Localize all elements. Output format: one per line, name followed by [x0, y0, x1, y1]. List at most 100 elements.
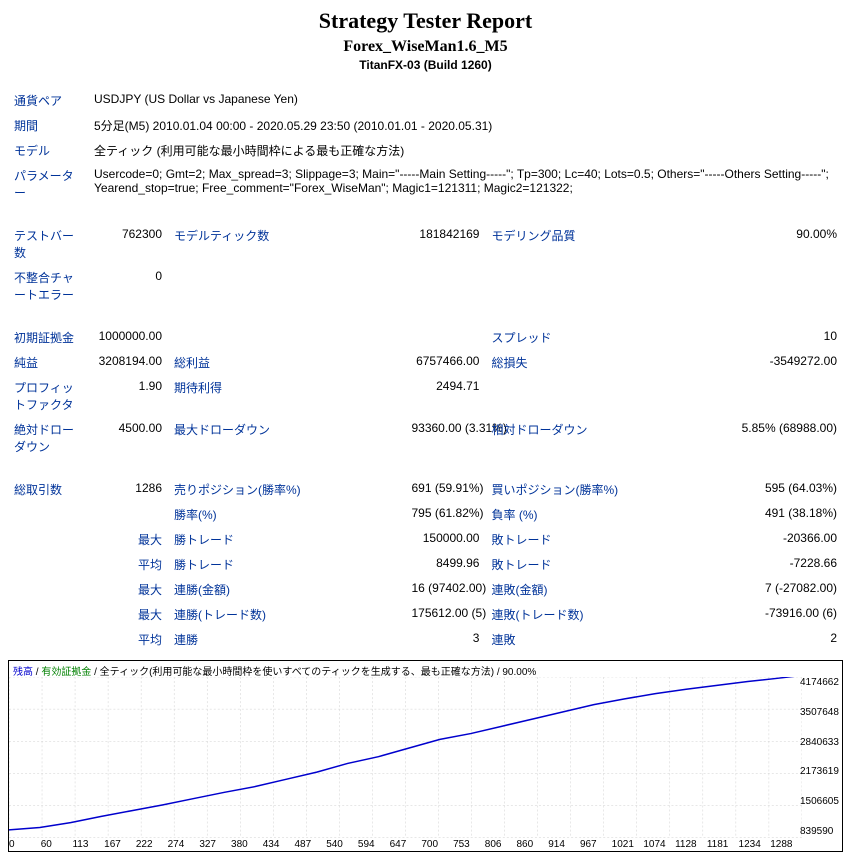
xlabel: 1128 [675, 839, 707, 851]
losstrade-avg: -7228.66 [723, 552, 843, 577]
grossloss-label: 総損失 [485, 350, 722, 375]
xlabel: 753 [453, 839, 485, 851]
conswin-cnt: 175612.00 (5) [405, 602, 485, 627]
total-value: 1286 [88, 477, 168, 502]
chart-legend: 残高 / 有効証拠金 / 全ティック(利用可能な最小時間枠を使いすべてのティック… [13, 663, 536, 678]
expected-label: 期待利得 [168, 375, 405, 417]
ylabel: 4174662 [800, 677, 840, 688]
xlabel: 647 [390, 839, 422, 851]
win-label: 勝率(%) [168, 502, 405, 527]
xlabel: 806 [485, 839, 517, 851]
win-value: 795 (61.82%) [405, 502, 485, 527]
mismatch-value: 0 [88, 265, 168, 307]
pair-label: 通貨ペア [8, 88, 88, 113]
conswin-amt: 16 (97402.00) [405, 577, 485, 602]
balance-chart: 残高 / 有効証拠金 / 全ティック(利用可能な最小時間枠を使いすべてのティック… [8, 660, 843, 852]
pair-value: USDJPY (US Dollar vs Japanese Yen) [88, 88, 843, 113]
xlabel: 327 [199, 839, 231, 851]
mismatch-label: 不整合チャートエラー [8, 265, 88, 307]
netprofit-label: 純益 [8, 350, 88, 375]
wintrade-max: 150000.00 [405, 527, 485, 552]
deposit-value: 1000000.00 [88, 325, 168, 350]
spread-value: 10 [723, 325, 843, 350]
ticks-label: モデルティック数 [168, 223, 405, 265]
reldd-label: 相対ドローダウン [485, 417, 722, 459]
info-table: 通貨ペアUSDJPY (US Dollar vs Japanese Yen) 期… [8, 88, 843, 652]
report-subtitle: Forex_WiseMan1.6_M5 [8, 38, 843, 56]
ylabel: 839590 [800, 826, 840, 837]
netprofit-value: 3208194.00 [88, 350, 168, 375]
period-value: 5分足(M5) 2010.01.04 00:00 - 2020.05.29 23… [88, 113, 843, 138]
short-value: 691 (59.91%) [405, 477, 485, 502]
avg-prefix-2: 平均 [88, 627, 168, 652]
chart-svg [9, 677, 802, 838]
max-prefix-3: 最大 [88, 602, 168, 627]
xlabel: 1181 [707, 839, 739, 851]
ticks-value: 181842169 [405, 223, 485, 265]
xlabel: 434 [263, 839, 295, 851]
xlabel: 167 [104, 839, 136, 851]
report-build: TitanFX-03 (Build 1260) [8, 58, 843, 72]
chart-ylabels: 4174662 3507648 2840633 2173619 1506605 83959… [800, 677, 840, 837]
xlabel: 1234 [739, 839, 771, 851]
conswin-amt-label: 連勝(金額) [168, 577, 405, 602]
consloss-amt: 7 (-27082.00) [723, 577, 843, 602]
conswin-cnt-label: 連勝(トレード数) [168, 602, 405, 627]
xlabel: 860 [517, 839, 549, 851]
avgcons-win-label: 連勝 [168, 627, 405, 652]
wintrade-label: 勝トレード [168, 527, 405, 552]
quality-value: 90.00% [723, 223, 843, 265]
spread-label: スプレッド [485, 325, 722, 350]
consloss-cnt: -73916.00 (6) [723, 602, 843, 627]
avgcons-loss: 2 [723, 627, 843, 652]
consloss-amt-label: 連敗(金額) [485, 577, 722, 602]
pf-label: プロフィットファクタ [8, 375, 88, 417]
xlabel: 700 [421, 839, 453, 851]
period-label: 期間 [8, 113, 88, 138]
absdd-label: 絶対ドローダウン [8, 417, 88, 459]
total-label: 総取引数 [8, 477, 88, 502]
losstrade-label: 敗トレード [485, 527, 722, 552]
report-title: Strategy Tester Report [8, 8, 843, 34]
loss-value: 491 (38.18%) [723, 502, 843, 527]
wintrade-label2: 勝トレード [168, 552, 405, 577]
expected-value: 2494.71 [405, 375, 485, 417]
report-header: Strategy Tester Report Forex_WiseMan1.6_… [8, 8, 843, 72]
max-prefix-1: 最大 [88, 527, 168, 552]
ylabel: 1506605 [800, 796, 840, 807]
xlabel: 274 [168, 839, 200, 851]
xlabel: 60 [41, 839, 73, 851]
xlabel: 113 [72, 839, 104, 851]
ylabel: 3507648 [800, 707, 840, 718]
xlabel: 914 [548, 839, 580, 851]
pf-value: 1.90 [88, 375, 168, 417]
xlabel: 594 [358, 839, 390, 851]
consloss-cnt-label: 連敗(トレード数) [485, 602, 722, 627]
param-label: パラメーター [8, 163, 88, 205]
absdd-value: 4500.00 [88, 417, 168, 459]
long-label: 買いポジション(勝率%) [485, 477, 722, 502]
long-value: 595 (64.03%) [723, 477, 843, 502]
xlabel: 967 [580, 839, 612, 851]
model-value: 全ティック (利用可能な最小時間枠による最も正確な方法) [88, 138, 843, 163]
xlabel: 222 [136, 839, 168, 851]
xlabel: 487 [294, 839, 326, 851]
xlabel: 380 [231, 839, 263, 851]
wintrade-avg: 8499.96 [405, 552, 485, 577]
maxdd-label: 最大ドローダウン [168, 417, 405, 459]
reldd-value: 5.85% (68988.00) [723, 417, 843, 459]
losstrade-label2: 敗トレード [485, 552, 722, 577]
ylabel: 2173619 [800, 766, 840, 777]
deposit-label: 初期証拠金 [8, 325, 88, 350]
loss-label: 負率 (%) [485, 502, 722, 527]
ylabel: 2840633 [800, 737, 840, 748]
grossloss-value: -3549272.00 [723, 350, 843, 375]
bars-label: テストバー数 [8, 223, 88, 265]
xlabel: 0 [9, 839, 41, 851]
avgcons-loss-label: 連敗 [485, 627, 722, 652]
xlabel: 1021 [612, 839, 644, 851]
losstrade-max: -20366.00 [723, 527, 843, 552]
chart-xlabels: 0601131672222743273804344875405946477007… [9, 839, 802, 851]
xlabel: 1074 [643, 839, 675, 851]
param-value: Usercode=0; Gmt=2; Max_spread=3; Slippag… [88, 163, 843, 205]
